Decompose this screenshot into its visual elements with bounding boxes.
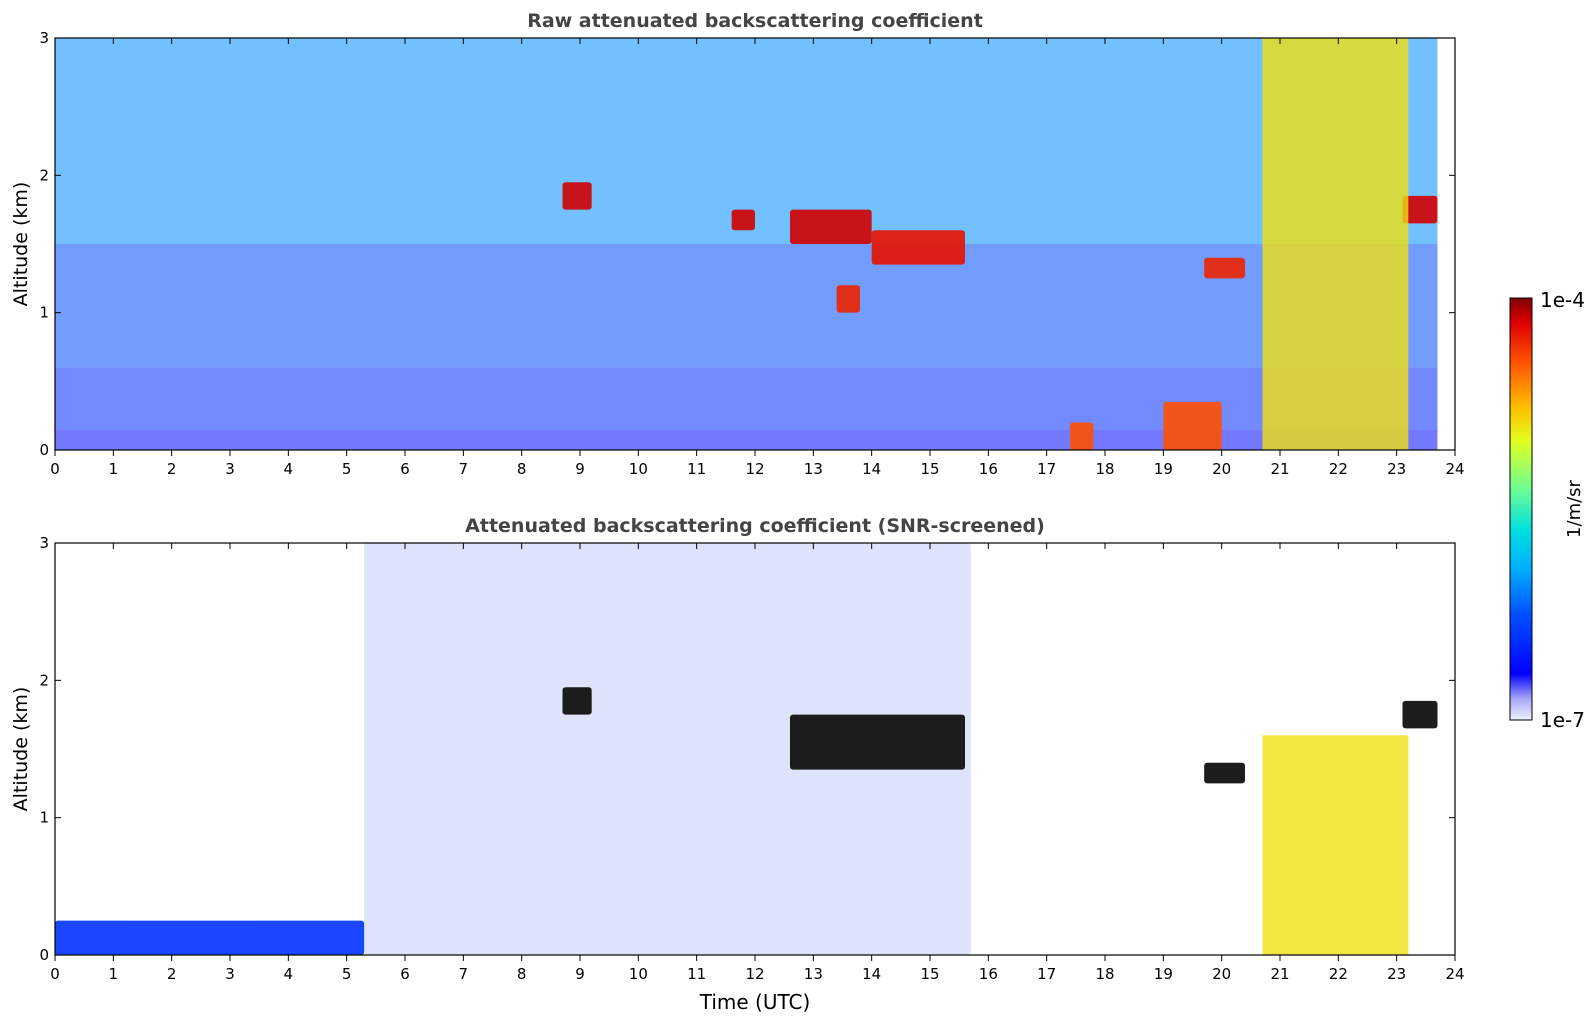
x-tick-label: 24 xyxy=(1445,460,1464,478)
y-tick-label: 2 xyxy=(39,671,49,689)
feature-rain xyxy=(1262,38,1409,450)
x-tick-label: 16 xyxy=(979,460,998,478)
x-tick-label: 22 xyxy=(1329,965,1348,983)
feature-cloud xyxy=(1204,257,1245,279)
x-tick-label: 8 xyxy=(517,460,527,478)
x-tick-label: 17 xyxy=(1037,460,1056,478)
feature-rain xyxy=(1262,735,1409,955)
x-axis-label: Time (UTC) xyxy=(699,990,811,1014)
background-band xyxy=(55,367,1438,430)
feature-cloud xyxy=(1402,700,1438,729)
x-tick-label: 24 xyxy=(1445,965,1464,983)
y-tick-label: 3 xyxy=(39,29,49,47)
x-tick-label: 10 xyxy=(629,460,648,478)
feature-cloud xyxy=(1402,195,1438,224)
x-tick-label: 13 xyxy=(804,965,823,983)
y-tick-label: 1 xyxy=(39,809,49,827)
x-tick-label: 3 xyxy=(225,460,235,478)
y-tick-label: 2 xyxy=(39,166,49,184)
x-tick-label: 3 xyxy=(225,965,235,983)
x-tick-label: 15 xyxy=(920,965,939,983)
x-tick-label: 18 xyxy=(1095,460,1114,478)
heatmap-area xyxy=(55,38,1438,450)
colorbar-min-label: 1e-7 xyxy=(1540,708,1585,732)
x-tick-label: 7 xyxy=(459,460,469,478)
x-axis: 0 1 2 3 4 5 6 7 8 9 10 11 12 13 14 15 16 17 18 19 20 21 22 23 24 xyxy=(50,543,1465,983)
x-tick-label: 1 xyxy=(109,460,119,478)
x-tick-label: 0 xyxy=(50,965,60,983)
x-tick-label: 7 xyxy=(459,965,469,983)
raw-backscatter-panel: Raw attenuated backscattering coefficien… xyxy=(10,10,1465,478)
feature-cloud xyxy=(562,687,592,715)
y-tick-label: 1 xyxy=(39,304,49,322)
x-tick-label: 17 xyxy=(1037,965,1056,983)
snr-screened-panel: Attenuated backscattering coefficient (S… xyxy=(10,515,1465,1014)
x-axis: 0 1 2 3 4 5 6 7 8 9 10 11 12 13 14 15 16 17 18 19 20 21 22 23 24 xyxy=(50,38,1465,478)
feature-cloud xyxy=(836,285,860,313)
feature-cloud xyxy=(790,209,872,244)
x-tick-label: 19 xyxy=(1154,965,1173,983)
x-tick-label: 21 xyxy=(1270,965,1289,983)
feature-boundary-layer xyxy=(55,920,365,955)
x-tick-label: 13 xyxy=(804,460,823,478)
x-tick-label: 12 xyxy=(745,460,764,478)
colorbar-unit-label: 1/m/sr xyxy=(1564,479,1585,537)
x-tick-label: 10 xyxy=(629,965,648,983)
x-tick-label: 6 xyxy=(400,460,410,478)
x-tick-label: 4 xyxy=(284,460,294,478)
panel-title: Attenuated backscattering coefficient (S… xyxy=(465,515,1045,537)
x-tick-label: 6 xyxy=(400,965,410,983)
x-tick-label: 8 xyxy=(517,965,527,983)
y-tick-label: 0 xyxy=(39,946,49,964)
x-tick-label: 5 xyxy=(342,965,352,983)
x-tick-label: 5 xyxy=(342,460,352,478)
heatmap-area xyxy=(55,543,1438,955)
x-tick-label: 0 xyxy=(50,460,60,478)
feature-low-cloud xyxy=(1163,401,1222,450)
y-axis-label: Altitude (km) xyxy=(10,182,32,307)
feature-cloud xyxy=(1204,762,1245,784)
feature-cloud xyxy=(790,714,965,770)
x-tick-label: 23 xyxy=(1387,460,1406,478)
panel-title: Raw attenuated backscattering coefficien… xyxy=(527,10,983,32)
x-tick-label: 2 xyxy=(167,460,177,478)
x-tick-label: 18 xyxy=(1095,965,1114,983)
x-tick-label: 4 xyxy=(284,965,294,983)
background-band xyxy=(55,429,1438,450)
feature-low-cloud xyxy=(1070,422,1094,450)
y-tick-label: 3 xyxy=(39,534,49,552)
x-tick-label: 9 xyxy=(575,965,585,983)
y-tick-label: 0 xyxy=(39,441,49,459)
feature-cloud xyxy=(562,182,592,210)
colorbar-gradient xyxy=(1509,297,1533,721)
x-tick-label: 21 xyxy=(1270,460,1289,478)
feature-cloud xyxy=(871,230,965,265)
x-tick-label: 20 xyxy=(1212,460,1231,478)
x-tick-label: 23 xyxy=(1387,965,1406,983)
x-tick-label: 15 xyxy=(920,460,939,478)
x-tick-label: 20 xyxy=(1212,965,1231,983)
x-tick-label: 12 xyxy=(745,965,764,983)
y-axis: 0 1 2 3 xyxy=(39,534,1455,964)
colorbar-max-label: 1e-4 xyxy=(1540,288,1585,312)
x-tick-label: 11 xyxy=(687,965,706,983)
x-tick-label: 16 xyxy=(979,965,998,983)
x-tick-label: 9 xyxy=(575,460,585,478)
x-tick-label: 22 xyxy=(1329,460,1348,478)
y-axis-label: Altitude (km) xyxy=(10,687,32,812)
y-axis: 0 1 2 3 xyxy=(39,29,1455,459)
x-tick-label: 1 xyxy=(109,965,119,983)
x-tick-label: 19 xyxy=(1154,460,1173,478)
x-tick-label: 14 xyxy=(862,460,881,478)
x-tick-label: 2 xyxy=(167,965,177,983)
x-tick-label: 11 xyxy=(687,460,706,478)
colorbar: 1e-4 1e-7 1/m/sr xyxy=(1509,288,1585,732)
feature-cloud xyxy=(731,209,755,231)
feature-noise-region xyxy=(364,543,971,955)
x-tick-label: 14 xyxy=(862,965,881,983)
